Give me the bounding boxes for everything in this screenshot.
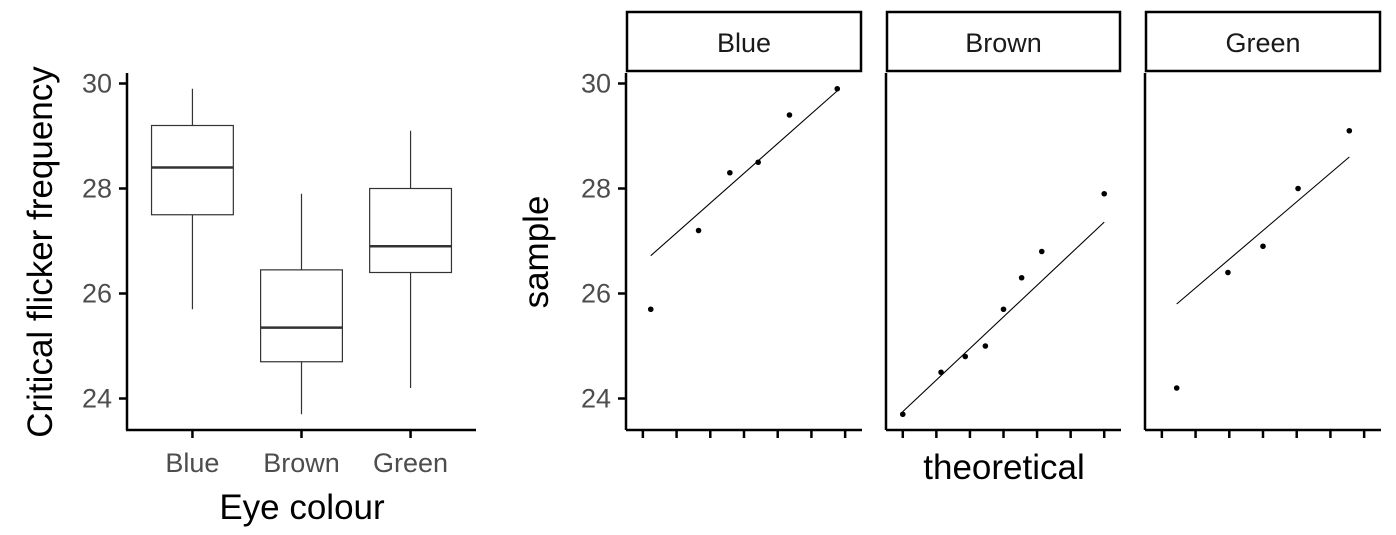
qq-point <box>1225 269 1231 276</box>
qq-point <box>1101 190 1108 197</box>
qq-y-tick-label: 24 <box>581 384 611 414</box>
box-green <box>369 130 453 388</box>
qq-reference-line <box>1176 156 1350 305</box>
boxplot-x-tick-label: Brown <box>263 448 340 478</box>
boxplot-y-tick-label: 26 <box>82 279 112 309</box>
facet-blue: Blue <box>625 10 863 438</box>
boxplot-panel: 24 26 28 30 Blue Brown Green Eye colour Criti… <box>21 66 476 527</box>
qq-y-axis-title: sample <box>517 196 556 309</box>
facet-strip <box>885 10 1122 73</box>
boxplot-y-tick-label: 24 <box>82 384 112 414</box>
box-body <box>260 269 343 363</box>
qq-point <box>962 353 969 360</box>
facet-strip <box>1144 10 1382 73</box>
qq-reference-line <box>650 90 838 257</box>
qq-y-tick-label: 30 <box>581 69 611 99</box>
qq-point <box>1173 385 1180 391</box>
facet-strip <box>625 10 863 73</box>
boxplot-x-tick-label: Green <box>373 448 448 478</box>
qq-point <box>938 369 944 376</box>
box-body <box>150 124 234 216</box>
facet-strip-label: Brown <box>965 28 1042 58</box>
qq-point <box>982 343 989 349</box>
facet-green: Green <box>1143 10 1382 438</box>
qq-point <box>1260 243 1266 250</box>
facet-strip-label: Blue <box>717 28 771 58</box>
qq-point <box>1295 185 1301 192</box>
qq-y-ticks: 24 26 28 30 <box>581 69 628 430</box>
qq-point <box>786 112 793 118</box>
boxplot-y-axis-title: Critical flicker frequency <box>21 66 60 438</box>
boxplot-y-tick-label: 30 <box>82 69 112 99</box>
box-body <box>369 187 453 274</box>
boxplot-boxes <box>150 88 453 415</box>
qq-point <box>695 227 702 234</box>
boxplot-x-tick-label: Blue <box>165 448 219 478</box>
qq-point <box>1038 248 1045 255</box>
box-blue <box>150 88 234 310</box>
qq-x-axis-title: theoretical <box>923 448 1084 487</box>
boxplot-x-axis-title: Eye colour <box>219 488 385 527</box>
boxplot-x-ticks: Blue Brown Green <box>165 430 448 478</box>
qq-point <box>755 159 761 166</box>
facet-strip-label: Green <box>1225 28 1300 58</box>
qq-plot-panel: 24 26 28 30 Blue Brown Green theoretical samp… <box>517 10 1382 487</box>
qq-point <box>647 306 654 313</box>
boxplot-y-tick-label: 28 <box>82 174 112 204</box>
facet-brown: Brown <box>884 10 1122 438</box>
qq-facets: Blue Brown Green <box>625 10 1382 438</box>
qq-point <box>727 169 733 176</box>
box-brown <box>260 193 343 415</box>
qq-point <box>1018 274 1025 281</box>
qq-y-tick-label: 26 <box>581 279 611 309</box>
qq-point <box>834 85 841 92</box>
qq-y-tick-label: 28 <box>581 174 611 204</box>
qq-point <box>1000 306 1007 313</box>
qq-point <box>899 411 906 418</box>
qq-reference-line <box>902 221 1105 413</box>
qq-point <box>1346 127 1353 134</box>
boxplot-y-ticks: 24 26 28 30 <box>82 69 127 414</box>
